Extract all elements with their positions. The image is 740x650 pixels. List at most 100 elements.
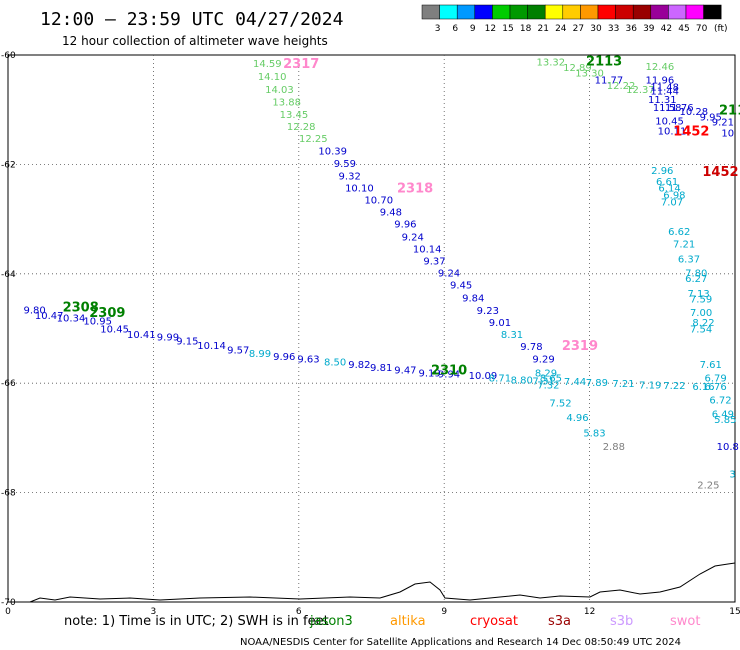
wave-height-value: 6.79 (704, 374, 726, 385)
wave-height-value: 11.48 (650, 83, 679, 94)
legend-bin-label: 9 (470, 24, 476, 34)
wave-height-value: 12.89 (563, 63, 592, 74)
wave-height-value: 9.19 (419, 368, 441, 379)
wave-height-value: 3 (729, 469, 735, 480)
wave-height-value: 9.96 (273, 352, 295, 363)
wave-height-value: 10.11 (658, 126, 687, 137)
wave-height-value: 10.8 (717, 442, 739, 453)
legend-swatch (650, 4, 669, 20)
wave-height-value: 9.84 (462, 293, 484, 304)
wave-height-value: 13.32 (537, 58, 566, 69)
y-tick-labels: -60 -62 -64 -66 -68 -70 (1, 51, 16, 608)
wave-height-value: 13.30 (575, 69, 604, 80)
legend-bin-label: 24 (555, 24, 567, 34)
legend-swatch (597, 4, 616, 20)
legend-swatch (580, 4, 599, 20)
mission-jason3-label: jason3 (309, 614, 353, 629)
x-tick-label: 12 (584, 607, 595, 617)
x-tick-label: 9 (441, 607, 447, 617)
plot-frame (7, 54, 736, 603)
wave-height-value: 12.28 (287, 122, 316, 133)
legend-swatch (492, 4, 511, 20)
wave-height-value: 2.88 (603, 442, 625, 453)
pass-number-label: 2319 (562, 339, 598, 354)
mission-cryosat-label: cryosat (470, 614, 518, 629)
legend-swatch (632, 4, 652, 20)
wave-height-value: 12.25 (299, 134, 328, 145)
wave-height-value: 13.88 (272, 97, 301, 108)
wave-height-value: 9.15 (176, 337, 198, 348)
wave-height-value: 7.54 (690, 325, 712, 336)
wave-height-value: 10.14 (197, 341, 226, 352)
wave-height-value: 7.31 (532, 376, 554, 387)
wave-height-value: 9.24 (402, 233, 424, 244)
wave-height-value: 9.37 (423, 257, 445, 268)
wave-height-value: 10.34 (57, 314, 86, 325)
wave-height-value: 11.96 (646, 76, 675, 87)
legend-bin-label: 12 (485, 24, 496, 34)
wave-height-value: 7.00 (690, 308, 712, 319)
legend-swatch (615, 4, 634, 20)
wave-height-value: 9.59 (334, 159, 356, 170)
wave-height-value: 9.29 (532, 355, 554, 366)
legend-swatch (509, 4, 528, 20)
mission-legend: jason3 altika cryosat s3a s3b swot (309, 614, 700, 629)
mission-altika-label: altika (390, 614, 426, 629)
wave-height-value: 6.27 (685, 274, 707, 285)
wave-height-value: 8.50 (324, 357, 346, 368)
legend-bin-label: 15 (502, 24, 513, 34)
wave-height-value: 12.46 (646, 62, 675, 73)
wave-height-value: 12.37 (626, 85, 655, 96)
legend-swatch (562, 4, 581, 20)
wave-height-value: 6.14 (658, 183, 680, 194)
wave-height-value: 9.78 (520, 342, 542, 353)
pass-number-label: 1452 (673, 124, 709, 139)
wave-height-value: 7.44 (564, 377, 586, 388)
wave-height-value: 7.59 (690, 294, 712, 305)
wave-height-value: 9.48 (380, 207, 402, 218)
chart-title: 12:00 – 23:59 UTC 04/27/2024 (40, 9, 343, 30)
wave-height-value: 9.21 (712, 118, 734, 129)
wave-height-value: 6.49 (712, 409, 734, 420)
wave-height-value: 5.83 (583, 428, 605, 439)
legend-swatch (527, 4, 546, 20)
y-tick-label: -62 (1, 160, 16, 170)
mission-swot-label: swot (670, 614, 700, 629)
y-tick-label: -68 (1, 489, 16, 499)
wave-height-value: 9.94 (438, 369, 460, 380)
wave-height-value: 6.76 (704, 382, 726, 393)
wave-height-value: 9.32 (339, 171, 361, 182)
wave-height-value: 11.44 (650, 87, 679, 98)
color-legend: 3 6 9 12 15 18 21 24 27 30 33 36 39 42 45 70 (421, 4, 722, 34)
legend-bin-label: 70 (696, 24, 708, 34)
wave-height-value: 6.37 (678, 254, 700, 265)
pass-number-label: 2310 (431, 364, 467, 379)
wave-height-value: 10.28 (679, 107, 708, 118)
legend-bin-label: 33 (608, 24, 619, 34)
wave-height-value: 8.80 (511, 375, 533, 386)
wave-height-value: 2.25 (697, 480, 719, 491)
wave-height-value: 12.22 (607, 81, 636, 92)
wave-height-value: 11.31 (648, 95, 677, 106)
wave-height-value: 6.61 (656, 177, 678, 188)
mission-s3b-label: s3b (610, 614, 633, 629)
pass-number-label: 2308 (63, 301, 99, 316)
pass-number-label: 211 (719, 104, 740, 119)
wave-height-value: 8.22 (692, 318, 714, 329)
legend-swatch (703, 4, 722, 20)
wave-height-value: 4.96 (566, 413, 588, 424)
legend-swatch (421, 4, 440, 20)
pass-number-label: 2113 (586, 54, 622, 69)
legend-bin-label: 30 (590, 24, 602, 34)
wave-height-value: 10.41 (127, 330, 156, 341)
wave-height-value: 7.61 (700, 360, 722, 371)
x-tick-label: 0 (5, 607, 11, 617)
wave-height-value: 9.45 (450, 281, 472, 292)
wave-height-value: 11.76 (665, 103, 694, 114)
wave-height-value: 14.59 (253, 59, 282, 70)
legend-swatch (544, 4, 564, 20)
x-tick-labels: 0 3 6 9 12 15 (5, 607, 740, 617)
wave-height-value: 9.24 (438, 269, 460, 280)
